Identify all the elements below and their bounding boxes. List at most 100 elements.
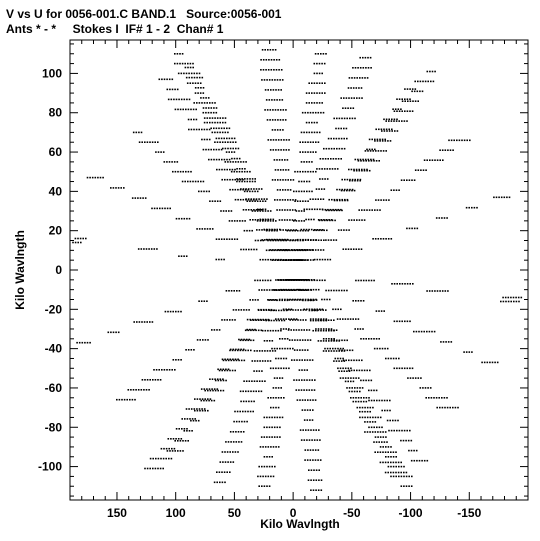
uv-point xyxy=(373,347,376,350)
uv-point xyxy=(271,426,273,429)
uv-point xyxy=(411,179,413,181)
uv-point xyxy=(74,241,77,244)
uv-point xyxy=(223,319,226,321)
uv-point xyxy=(233,238,236,240)
uv-point xyxy=(280,139,283,141)
uv-point xyxy=(328,329,330,331)
uv-point xyxy=(243,338,245,341)
uv-point xyxy=(307,259,309,261)
uv-point xyxy=(302,319,304,321)
uv-point xyxy=(365,400,368,403)
uv-point xyxy=(259,219,262,221)
uv-point xyxy=(237,188,239,191)
uv-point xyxy=(218,238,220,240)
uv-point xyxy=(175,359,177,361)
uv-point xyxy=(359,387,361,389)
uv-point xyxy=(293,220,295,222)
uv-point xyxy=(317,318,320,320)
uv-point xyxy=(148,389,150,391)
uv-point xyxy=(242,390,244,393)
uv-point xyxy=(193,128,195,131)
uv-point xyxy=(197,419,200,422)
uv-point xyxy=(276,79,279,81)
uv-point xyxy=(273,416,276,419)
uv-point xyxy=(325,319,327,321)
uv-point xyxy=(380,238,382,240)
uv-point xyxy=(360,279,362,282)
uv-point xyxy=(298,190,300,193)
uv-point xyxy=(358,248,360,250)
uv-point xyxy=(241,220,244,222)
uv-point xyxy=(387,456,390,458)
uv-point xyxy=(245,338,248,341)
uv-point xyxy=(255,209,258,211)
uv-point xyxy=(180,255,183,257)
uv-point xyxy=(314,449,317,451)
uv-point xyxy=(354,158,357,161)
uv-point xyxy=(473,206,476,209)
uv-point xyxy=(275,397,277,399)
uv-point xyxy=(285,229,287,231)
uv-point xyxy=(391,130,393,132)
uv-point xyxy=(311,161,313,163)
uv-point xyxy=(213,107,215,109)
uv-point xyxy=(260,319,263,321)
uv-point xyxy=(266,109,269,111)
uv-point xyxy=(195,128,198,131)
uv-point xyxy=(327,158,329,160)
uv-point xyxy=(288,288,290,291)
uv-point xyxy=(353,189,356,192)
uv-point xyxy=(363,219,366,221)
uv-point xyxy=(232,161,234,163)
uv-point xyxy=(129,398,131,401)
uv-point xyxy=(174,440,176,442)
uv-point xyxy=(258,485,260,487)
uv-point xyxy=(224,147,227,150)
uv-point xyxy=(363,397,365,399)
uv-point xyxy=(431,159,434,161)
uv-point xyxy=(371,148,373,151)
uv-point xyxy=(256,190,259,193)
uv-point xyxy=(219,368,222,371)
uv-point xyxy=(401,367,403,370)
uv-point xyxy=(398,429,401,432)
uv-point xyxy=(370,158,372,161)
uv-point xyxy=(338,339,341,342)
uv-point xyxy=(259,210,262,212)
y-tick-label: -20 xyxy=(45,302,63,316)
uv-point xyxy=(179,440,182,442)
uv-point xyxy=(350,367,352,370)
uv-point xyxy=(282,239,284,241)
uv-point xyxy=(440,341,442,343)
uv-point xyxy=(368,338,370,340)
uv-point xyxy=(282,259,285,261)
uv-point xyxy=(274,329,277,332)
uv-point xyxy=(274,179,276,181)
uv-point xyxy=(298,249,300,251)
uv-point xyxy=(348,359,350,362)
uv-point xyxy=(187,440,189,442)
uv-point xyxy=(338,289,340,292)
uv-point xyxy=(205,97,207,99)
uv-point xyxy=(330,329,333,331)
uv-point xyxy=(398,120,400,122)
uv-point xyxy=(226,137,228,140)
uv-point xyxy=(287,229,290,231)
uv-point xyxy=(137,248,140,250)
uv-point xyxy=(308,329,311,331)
uv-point xyxy=(251,200,254,202)
uv-point xyxy=(255,329,257,332)
uv-point xyxy=(260,209,263,211)
uv-point xyxy=(186,428,188,430)
uv-point xyxy=(378,399,381,402)
uv-point xyxy=(336,209,338,212)
uv-point xyxy=(213,329,216,331)
uv-point xyxy=(286,338,289,340)
uv-point xyxy=(384,138,386,141)
uv-point xyxy=(317,328,320,330)
uv-point xyxy=(192,82,194,84)
uv-point xyxy=(302,200,304,202)
uv-point xyxy=(378,310,380,312)
uv-point xyxy=(229,461,232,463)
uv-point xyxy=(334,219,336,222)
